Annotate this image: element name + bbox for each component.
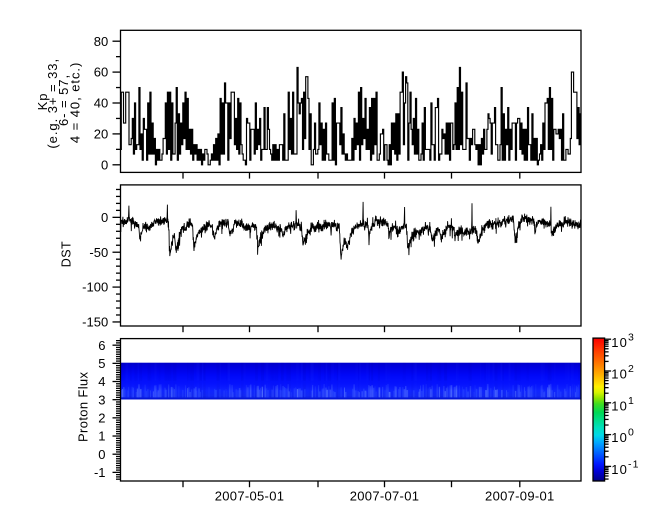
- svg-text:5: 5: [98, 356, 105, 371]
- svg-text:-150: -150: [82, 315, 108, 330]
- svg-text:0: 0: [101, 210, 108, 225]
- svg-text:20: 20: [94, 127, 108, 142]
- svg-text:Kp: Kp: [35, 92, 50, 110]
- svg-text:(e.g. 3+ = 33,: (e.g. 3+ = 33,: [45, 58, 60, 149]
- svg-text:-1: -1: [94, 465, 106, 480]
- svg-text:-100: -100: [82, 280, 108, 295]
- svg-text:-50: -50: [89, 245, 108, 260]
- svg-text:3: 3: [98, 392, 105, 407]
- svg-text:4 = 40, etc.): 4 = 40, etc.): [67, 62, 82, 143]
- svg-text:6: 6: [98, 338, 105, 353]
- svg-text:0: 0: [101, 157, 108, 172]
- svg-text:1: 1: [98, 429, 105, 444]
- svg-text:2007-07-01: 2007-07-01: [350, 489, 420, 504]
- svg-text:0: 0: [98, 447, 105, 462]
- svg-text:Proton Flux: Proton Flux: [75, 371, 90, 441]
- svg-text:2007-05-01: 2007-05-01: [215, 489, 285, 504]
- svg-text:2: 2: [98, 410, 105, 425]
- svg-text:6- = 57,: 6- = 57,: [56, 74, 71, 126]
- svg-text:40: 40: [94, 96, 108, 111]
- svg-text:60: 60: [94, 65, 108, 80]
- svg-text:80: 80: [94, 34, 108, 49]
- svg-text:2007-09-01: 2007-09-01: [485, 489, 555, 504]
- svg-text:4: 4: [98, 374, 105, 389]
- svg-text:DST: DST: [59, 241, 73, 267]
